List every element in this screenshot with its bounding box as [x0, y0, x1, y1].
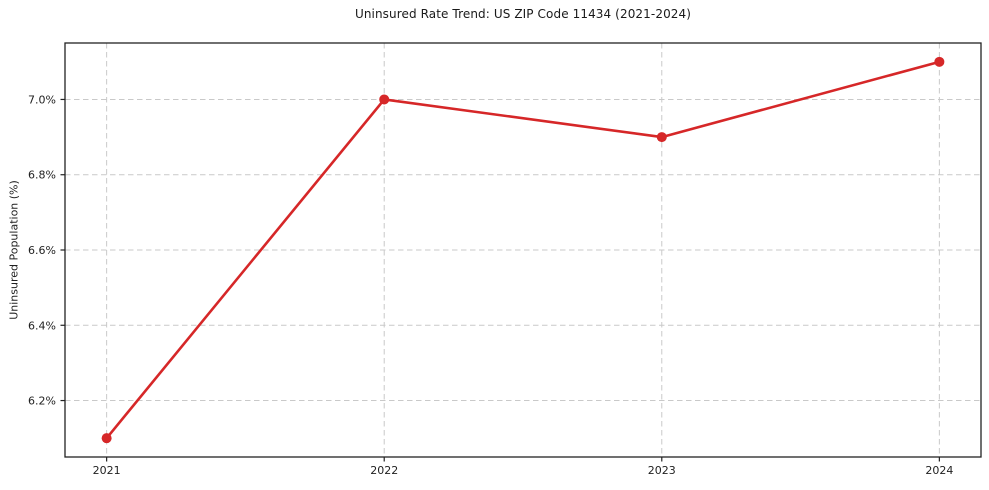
y-tick-label: 6.6% [28, 244, 56, 257]
y-tick-label: 6.8% [28, 169, 56, 182]
data-point-2022 [379, 94, 390, 105]
y-axis-label: Uninsured Population (%) [7, 180, 21, 320]
y-tick-label: 6.2% [28, 395, 56, 408]
x-tick-label: 2022 [370, 464, 398, 477]
trend-line [105, 60, 940, 440]
y-tick-label: 7.0% [28, 93, 56, 106]
x-tick-label: 2023 [648, 464, 676, 477]
data-point-2021 [101, 433, 112, 444]
data-point-2024 [934, 56, 945, 67]
y-tick-label: 6.4% [28, 319, 56, 332]
data-point-2023 [656, 132, 667, 143]
x-tick-label: 2021 [93, 464, 121, 477]
x-tick-label: 2024 [925, 464, 953, 477]
chart-title: Uninsured Rate Trend: US ZIP Code 11434 … [354, 7, 692, 21]
